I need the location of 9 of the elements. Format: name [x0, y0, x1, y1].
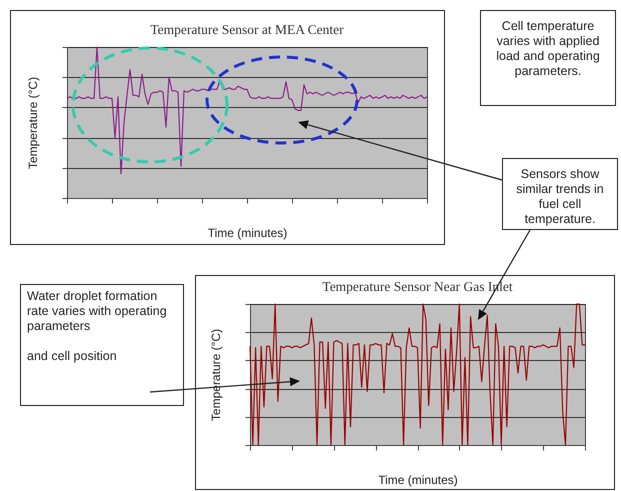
text: and cell position [27, 349, 118, 364]
text: Sensors show similar trends in fuel cell temperature. [502, 158, 618, 230]
y-axis-title: Temperature (°C) [26, 76, 40, 170]
text: Water droplet formation rate varies with operating parameters [27, 289, 168, 334]
x-axis-title: Time (minutes) [378, 473, 458, 487]
chart-title: Temperature Sensor at MEA Center [150, 22, 344, 37]
y-axis-title: Temperature (°C) [209, 328, 223, 422]
x-axis-title: Time (minutes) [208, 226, 288, 240]
text: Cell temperature varies with applied load and operating parameters. [480, 10, 616, 106]
